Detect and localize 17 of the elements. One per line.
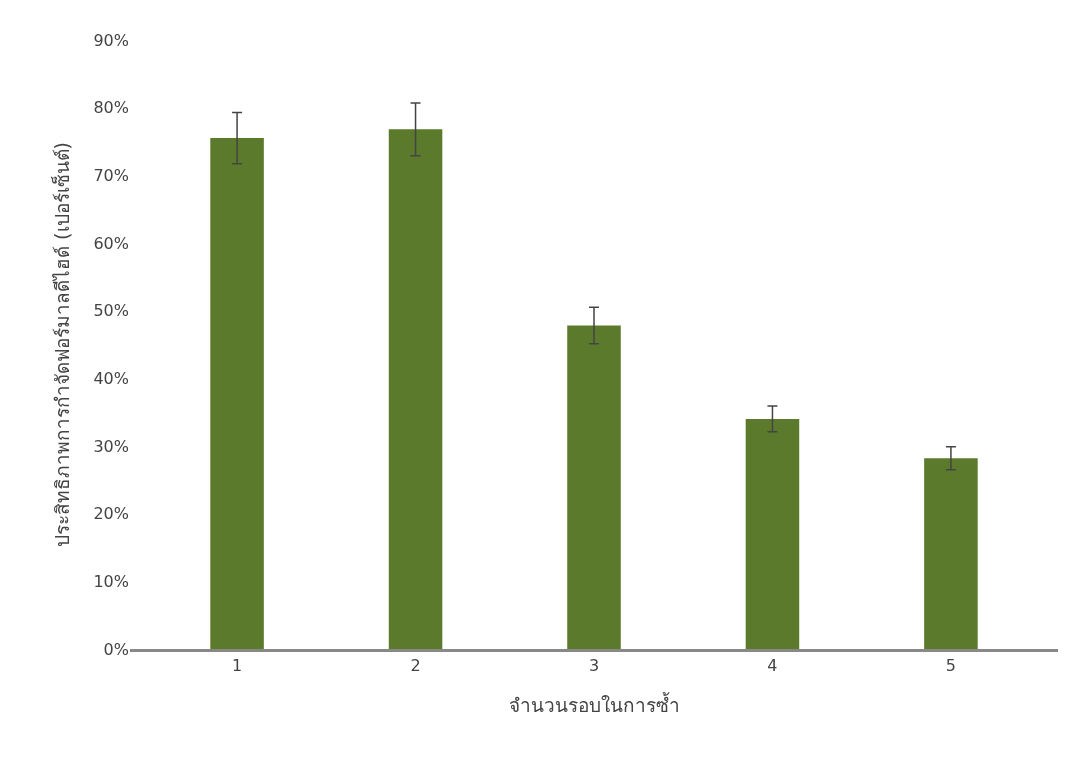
y-tick-label: 80% xyxy=(93,98,129,118)
x-axis-title: จำนวนรอบในการซ้ำ xyxy=(508,692,680,716)
y-tick-label: 0% xyxy=(103,639,129,659)
y-tick-label: 30% xyxy=(93,436,129,456)
y-tick-label: 50% xyxy=(93,301,129,321)
x-tick-label: 4 xyxy=(767,656,778,676)
y-tick-label: 60% xyxy=(93,233,129,253)
y-tick-label: 70% xyxy=(93,165,129,185)
x-tick-label: 5 xyxy=(945,656,957,676)
y-tick-label: 90% xyxy=(93,30,129,50)
y-tick-label: 40% xyxy=(93,368,129,388)
x-tick-label: 2 xyxy=(410,656,421,676)
x-tick-label: 1 xyxy=(231,656,243,676)
y-axis-title: ประสิทธิภาพการกำจัดฟอร์มาลดีไฮด์ (เปอร์เซ็นต์) xyxy=(50,142,74,547)
y-tick-label: 10% xyxy=(93,571,129,591)
x-tick-label: 3 xyxy=(588,656,600,676)
y-tick-label: 20% xyxy=(93,504,129,524)
